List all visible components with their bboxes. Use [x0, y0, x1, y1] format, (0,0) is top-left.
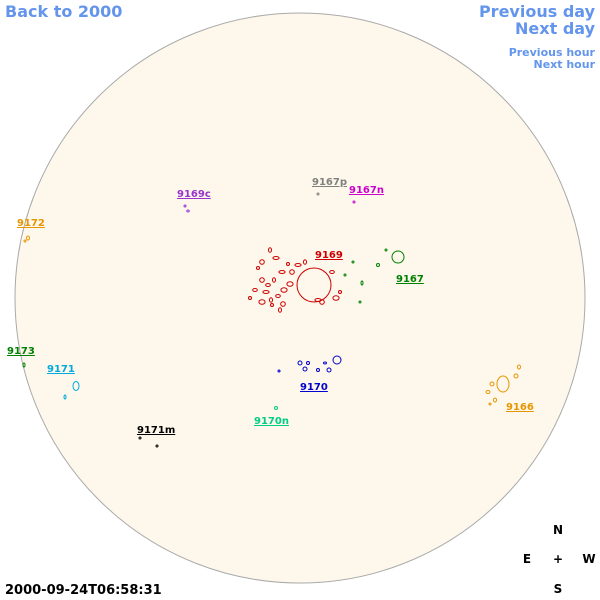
region-link[interactable]: 9167n [349, 185, 384, 196]
sunspot [272, 256, 280, 260]
sunspot [186, 209, 190, 213]
sunspot [278, 307, 282, 313]
sunspot [302, 366, 308, 372]
region-link[interactable]: 9171m [137, 425, 175, 436]
sunspot [26, 235, 30, 241]
sunspot [352, 200, 356, 204]
sunspot [391, 250, 405, 264]
compass-east: E [523, 552, 531, 566]
sunspot [303, 259, 307, 265]
sunspot [258, 299, 266, 305]
sunspot [274, 406, 278, 410]
sunspot [296, 267, 332, 303]
sunspot [493, 397, 497, 403]
sunspot [270, 303, 274, 307]
sunspot [351, 260, 355, 264]
sunspot [256, 266, 260, 270]
next-hour-link[interactable]: Next hour [534, 58, 596, 71]
previous-day-link[interactable]: Previous day [479, 2, 596, 21]
sunspot [248, 296, 252, 300]
sunspot [384, 248, 388, 252]
sunspot [496, 375, 510, 393]
compass-south: S [554, 582, 563, 596]
previous-hour-link[interactable]: Previous hour [509, 46, 596, 59]
sunspot [329, 270, 335, 274]
sunspot [63, 394, 67, 400]
region-link[interactable]: 9167 [396, 274, 424, 285]
sunspot [326, 367, 332, 373]
sunspot [286, 262, 290, 266]
solar-disk [14, 12, 586, 584]
sunspot [155, 444, 159, 448]
sunspot [306, 361, 310, 365]
sunspot [489, 381, 495, 387]
sunspot [332, 295, 340, 301]
region-link[interactable]: 9173 [7, 346, 35, 357]
compass-west: W [582, 552, 595, 566]
sunspot [259, 277, 265, 283]
sunspot [280, 301, 286, 307]
sunspot [289, 269, 295, 275]
sunspot [323, 361, 327, 365]
region-link[interactable]: 9172 [17, 218, 45, 229]
sunspot [183, 204, 187, 208]
sunspot [316, 192, 320, 196]
sunspot [338, 290, 342, 294]
sunspot [314, 298, 322, 302]
sunspot [517, 364, 521, 370]
sunspot [513, 373, 519, 379]
sunspot [294, 263, 302, 267]
timestamp: 2000-09-24T06:58:31 [5, 583, 162, 598]
sunspot [269, 297, 273, 303]
sunspot [278, 270, 286, 274]
back-link[interactable]: Back to 2000 [5, 2, 122, 21]
sunspot [358, 300, 362, 304]
sunspot [22, 362, 26, 368]
sunspot [275, 294, 281, 298]
sunspot [252, 288, 258, 292]
region-link[interactable]: 9167p [312, 177, 347, 188]
region-link[interactable]: 9171 [47, 364, 75, 375]
region-link[interactable]: 9166 [506, 402, 534, 413]
next-day-link[interactable]: Next day [515, 19, 596, 38]
sunspot [297, 360, 303, 366]
compass-center: + [553, 552, 563, 566]
sunspot [72, 381, 80, 391]
sunspot [259, 259, 265, 265]
sunspot [272, 277, 276, 283]
region-link[interactable]: 9170n [254, 416, 289, 427]
sunspot [319, 299, 325, 305]
region-link[interactable]: 9169c [177, 189, 211, 200]
sunspot [286, 281, 294, 287]
sunspot [23, 239, 27, 243]
sunspot [343, 273, 347, 277]
sunspot [376, 263, 380, 267]
region-link[interactable]: 9169 [315, 250, 343, 261]
sunspot [277, 369, 281, 373]
sunspot [280, 287, 288, 293]
sunspot [488, 402, 492, 406]
sunspot [262, 290, 270, 294]
region-link[interactable]: 9170 [300, 382, 328, 393]
compass-north: N [553, 523, 563, 537]
sunspot [360, 280, 364, 286]
sunspot [268, 247, 272, 253]
sunspot [316, 368, 320, 372]
sunspot [138, 436, 142, 440]
sunspot [265, 283, 271, 287]
sunspot [485, 390, 491, 394]
sunspot [332, 355, 342, 365]
